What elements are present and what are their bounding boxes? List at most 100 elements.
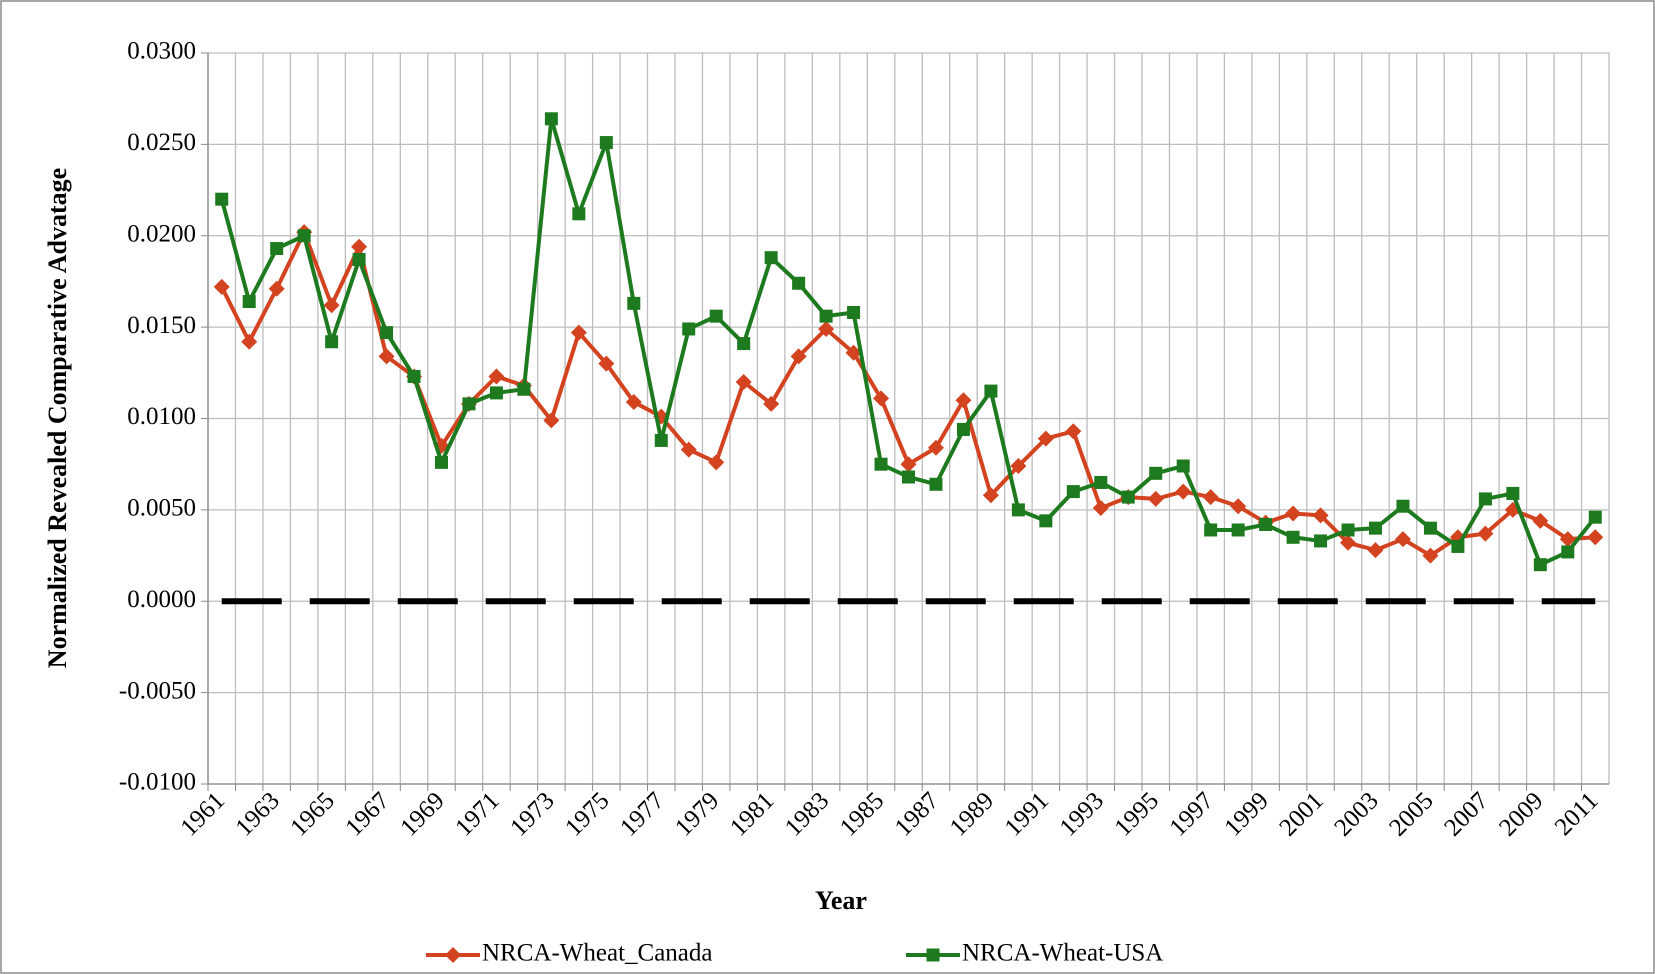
marker-square — [1039, 514, 1053, 528]
marker-diamond — [445, 947, 461, 963]
marker-square — [325, 335, 339, 349]
marker-square — [1423, 521, 1437, 535]
marker-square — [682, 322, 696, 336]
marker-diamond — [378, 348, 395, 365]
marker-square — [297, 229, 311, 243]
marker-diamond — [351, 238, 368, 255]
legend-label: NRCA-Wheat_Canada — [482, 940, 712, 967]
marker-square — [270, 242, 284, 256]
y-tick-label: 0.0300 — [127, 38, 196, 65]
marker-square — [489, 386, 503, 400]
marker-diamond — [735, 373, 752, 390]
marker-diamond — [927, 439, 944, 456]
y-tick-label: 0.0250 — [127, 129, 196, 156]
marker-square — [1149, 466, 1163, 480]
y-tick-label: 0.0000 — [127, 586, 196, 613]
marker-diamond — [982, 487, 999, 504]
marker-diamond — [625, 394, 642, 411]
y-tick-label: 0.0100 — [127, 403, 196, 430]
marker-diamond — [845, 344, 862, 361]
marker-square — [1176, 459, 1190, 473]
marker-diamond — [1285, 505, 1302, 522]
marker-square — [544, 112, 558, 126]
marker-square — [572, 207, 586, 221]
legend-item: NRCA-Wheat_Canada — [426, 940, 712, 967]
marker-square — [1341, 523, 1355, 537]
marker-square — [1561, 545, 1575, 559]
marker-square — [984, 384, 998, 398]
marker-diamond — [1230, 498, 1247, 515]
marker-diamond — [763, 395, 780, 412]
marker-square — [1231, 523, 1245, 537]
marker-square — [1204, 523, 1218, 537]
marker-square — [517, 382, 531, 396]
marker-square — [352, 253, 366, 267]
marker-diamond — [955, 392, 972, 409]
marker-diamond — [543, 412, 560, 429]
marker-square — [737, 337, 751, 351]
marker-square — [709, 309, 723, 323]
marker-square — [380, 326, 394, 340]
marker-diamond — [1367, 542, 1384, 559]
marker-diamond — [1587, 529, 1604, 546]
marker-diamond — [268, 280, 285, 297]
marker-square — [1121, 490, 1135, 504]
marker-square — [874, 457, 888, 471]
marker-diamond — [1065, 423, 1082, 440]
marker-square — [1286, 530, 1300, 544]
marker-diamond — [708, 454, 725, 471]
marker-square — [1451, 539, 1465, 553]
marker-diamond — [1422, 547, 1439, 564]
marker-square — [654, 433, 668, 447]
marker-square — [1094, 475, 1108, 489]
y-tick-label: -0.0100 — [119, 769, 196, 796]
marker-square — [1259, 517, 1273, 531]
marker-diamond — [1010, 458, 1027, 475]
marker-square — [407, 369, 421, 383]
marker-square — [242, 295, 256, 309]
marker-diamond — [1147, 490, 1164, 507]
legend-label: NRCA-Wheat-USA — [962, 940, 1163, 967]
marker-square — [462, 397, 476, 411]
marker-diamond — [1477, 525, 1494, 542]
marker-diamond — [323, 297, 340, 314]
marker-diamond — [213, 278, 230, 295]
marker-diamond — [900, 456, 917, 473]
y-axis-title: Normalized Revealed Comparative Advatage — [43, 168, 72, 668]
marker-square — [1396, 499, 1410, 513]
marker-diamond — [790, 348, 807, 365]
marker-square — [435, 455, 448, 469]
marker-diamond — [1202, 489, 1219, 506]
marker-square — [926, 948, 940, 962]
marker-diamond — [570, 324, 587, 341]
marker-square — [847, 306, 861, 320]
marker-diamond — [1092, 500, 1109, 517]
y-tick-label: 0.0200 — [127, 220, 196, 247]
marker-square — [1588, 510, 1602, 524]
marker-square — [599, 136, 613, 150]
marker-diamond — [1340, 534, 1357, 551]
marker-square — [819, 309, 833, 323]
marker-diamond — [1175, 483, 1192, 500]
marker-square — [956, 422, 970, 436]
marker-square — [1369, 521, 1382, 535]
marker-square — [627, 296, 641, 310]
marker-square — [215, 192, 229, 206]
marker-square — [792, 276, 806, 290]
marker-square — [929, 477, 943, 491]
y-tick-label: -0.0050 — [119, 677, 196, 704]
marker-square — [1506, 486, 1520, 500]
y-tick-label: 0.0050 — [127, 495, 196, 522]
marker-diamond — [488, 368, 505, 385]
marker-square — [902, 470, 915, 484]
y-tick-label: 0.0150 — [127, 312, 196, 339]
marker-diamond — [598, 355, 615, 372]
marker-square — [1533, 558, 1547, 572]
marker-diamond — [680, 441, 697, 458]
marker-diamond — [1394, 531, 1411, 548]
x-axis-title: Year — [815, 886, 867, 915]
marker-square — [1011, 503, 1025, 517]
legend-item: NRCA-Wheat-USA — [906, 940, 1163, 967]
marker-diamond — [1532, 512, 1549, 529]
